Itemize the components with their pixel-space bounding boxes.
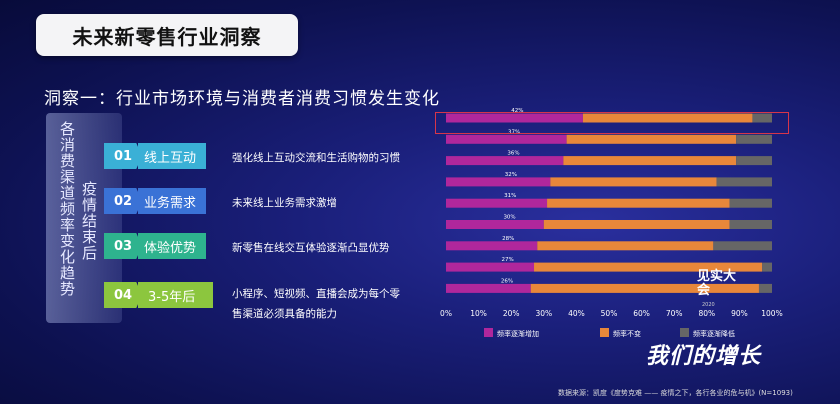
event-logo-text: 见实大会 — [697, 269, 737, 298]
x-tick-label: 90% — [731, 309, 748, 318]
legend-label: 频率不变 — [613, 329, 641, 338]
bar-segment-increase — [446, 241, 538, 251]
bar-segment-decrease — [716, 177, 772, 187]
event-logo: 见实大会 — [697, 270, 745, 318]
data-label: 27% — [501, 257, 513, 263]
bar-segment-decrease — [752, 113, 772, 123]
item-04-label: 3-5年后 — [138, 282, 214, 308]
bar-segment-decrease — [736, 134, 772, 144]
x-tick-label: 0% — [440, 309, 452, 318]
item-04-desc: 小程序、短视频、直播会成为每个零 售渠道必须具备的能力 — [232, 284, 400, 324]
bar-segment-same — [550, 177, 717, 187]
watermark-text: 我们的增长 — [646, 344, 762, 369]
bar-segment-decrease — [736, 156, 772, 166]
legend-swatch — [600, 328, 609, 337]
legend-label: 频率逐渐降低 — [693, 329, 735, 338]
bar-segment-same — [566, 134, 737, 144]
bar-segment-increase — [446, 134, 567, 144]
item-04-number: 04 — [104, 282, 142, 308]
bar-segment-decrease — [758, 283, 772, 293]
item-03: 03 体验优势 — [104, 233, 207, 259]
highlight-frame — [435, 112, 789, 134]
bar-segment-increase — [446, 198, 548, 208]
item-01-label: 线上互动 — [138, 143, 207, 169]
bar-segment-increase — [446, 283, 531, 293]
bar-segment-decrease — [713, 241, 772, 251]
item-02-number: 02 — [104, 188, 142, 214]
item-02-label: 业务需求 — [138, 188, 207, 214]
item-02-desc: 未来线上业务需求激增 — [232, 197, 337, 209]
item-04-desc-line1: 小程序、短视频、直播会成为每个零 — [232, 288, 400, 300]
item-03-desc: 新零售在线交互体验逐渐凸显优势 — [232, 242, 390, 254]
item-03-number: 03 — [104, 233, 142, 259]
legend-label: 频率逐渐增加 — [497, 329, 539, 338]
bar-segment-same — [534, 262, 763, 272]
bar-segment-same — [582, 113, 753, 123]
data-source: 数据来源：凯度《度势克难 —— 疫情之下，各行各业的危与机》(N=1093) — [558, 389, 793, 397]
x-tick-label: 30% — [535, 309, 552, 318]
data-label: 42% — [511, 108, 523, 114]
item-03-label: 体验优势 — [138, 233, 207, 259]
bar-segment-same — [543, 220, 730, 229]
legend-swatch — [484, 328, 493, 337]
bar-segment-increase — [446, 177, 551, 187]
x-tick-label: 50% — [601, 309, 618, 318]
data-label: 31% — [504, 193, 516, 199]
data-label: 30% — [503, 215, 515, 221]
item-02: 02 业务需求 — [104, 188, 207, 214]
x-tick-label: 70% — [666, 309, 683, 318]
item-01-number: 01 — [104, 143, 142, 169]
data-label: 32% — [505, 172, 517, 178]
item-04: 04 3-5年后 — [104, 282, 214, 308]
page-title: 未来新零售行业洞察 — [72, 24, 262, 49]
item-01: 01 线上互动 — [104, 143, 207, 169]
x-tick-label: 100% — [761, 309, 782, 318]
data-label: 28% — [502, 236, 514, 242]
event-year: 2020 — [702, 302, 715, 308]
bar-segment-same — [563, 156, 737, 166]
bar-segment-decrease — [729, 198, 772, 208]
bar-segment-increase — [446, 262, 535, 272]
x-tick-label: 20% — [503, 309, 520, 318]
data-label: 37% — [508, 129, 520, 135]
data-label: 26% — [501, 278, 513, 284]
bar-segment-increase — [446, 156, 564, 166]
legend-swatch — [680, 328, 689, 337]
bar-segment-same — [537, 241, 714, 251]
title-banner: 未来新零售行业洞察 — [36, 14, 298, 56]
x-tick-label: 80% — [698, 309, 715, 318]
item-04-desc-line2: 售渠道必须具备的能力 — [232, 308, 337, 320]
x-tick-label: 60% — [633, 309, 650, 318]
bar-segment-decrease — [762, 262, 772, 272]
x-tick-label: 40% — [568, 309, 585, 318]
data-label: 36% — [507, 151, 519, 157]
bar-segment-increase — [446, 113, 583, 123]
side-label-after-epidemic: 疫情结束后 — [80, 181, 98, 261]
insight-title: 洞察一：行业市场环境与消费者消费习惯发生变化 — [44, 89, 440, 109]
bar-segment-decrease — [729, 220, 772, 229]
side-label-trend: 各消费渠道频率变化趋势 — [58, 121, 76, 297]
item-01-desc: 强化线上互动交流和生活购物的习惯 — [232, 152, 400, 164]
x-tick-label: 10% — [470, 309, 487, 318]
bar-segment-same — [547, 198, 730, 208]
bar-segment-increase — [446, 220, 544, 229]
bar-segment-same — [530, 283, 759, 293]
